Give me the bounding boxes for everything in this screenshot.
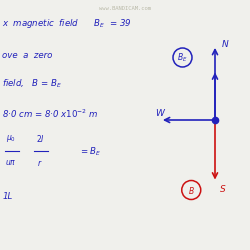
Text: field,   B = $B_E$: field, B = $B_E$ [2, 78, 62, 90]
Text: N: N [221, 40, 228, 50]
Text: ove  a  zero: ove a zero [2, 50, 53, 59]
Text: W: W [155, 109, 164, 118]
Text: $B_E$: $B_E$ [177, 51, 188, 64]
Text: $B$: $B$ [188, 184, 195, 196]
Text: $u\pi$: $u\pi$ [6, 158, 17, 167]
Text: www.BANDICAM.com: www.BANDICAM.com [99, 6, 151, 11]
Text: $2I$: $2I$ [36, 134, 44, 144]
Text: 8·0 cm = 8·0 x$10^{-2}$ m: 8·0 cm = 8·0 x$10^{-2}$ m [2, 108, 99, 120]
Text: $r$: $r$ [37, 158, 43, 168]
Text: 1L: 1L [2, 192, 13, 201]
Text: x  magnetic  field      $B_E$  = 39: x magnetic field $B_E$ = 39 [2, 17, 132, 30]
Text: = $B_E$: = $B_E$ [80, 145, 102, 158]
Text: $\mu_0$: $\mu_0$ [6, 134, 16, 144]
Text: S: S [220, 185, 225, 194]
